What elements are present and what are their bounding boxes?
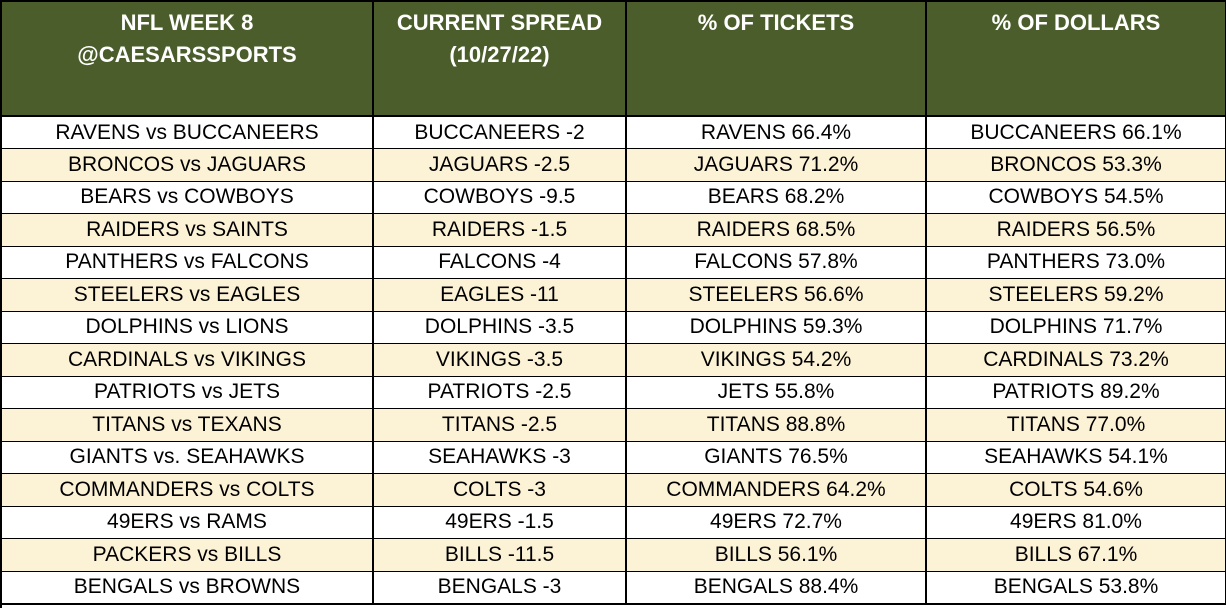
matchup-cell: CARDINALS vs VIKINGS [2, 343, 374, 377]
tickets-cell: RAIDERS 68.5% [626, 213, 927, 247]
dollars-cell: CARDINALS 73.2% [926, 343, 1226, 377]
table-row: PANTHERS vs FALCONS FALCONS -4 FALCONS 57.… [2, 246, 1226, 279]
dollars-cell: PATRIOTS 89.2% [926, 376, 1226, 409]
table-row: COMMANDERS vs COLTS COLTS -3 COMMANDERS 64… [2, 473, 1226, 507]
tickets-cell: BILLS 56.1% [626, 538, 927, 572]
spread-cell: BUCCANEERS -2 [373, 116, 627, 149]
matchup-cell: 49ERS vs RAMS [2, 506, 374, 539]
matchup-cell: PATRIOTS vs JETS [2, 376, 374, 409]
spread-cell: COWBOYS -9.5 [373, 181, 627, 214]
matchup-cell: STEELERS vs EAGLES [2, 278, 374, 312]
table-row: DOLPHINS vs LIONS DOLPHINS -3.5 DOLPHINS 5… [2, 311, 1226, 344]
dollars-cell: COWBOYS 54.5% [926, 181, 1226, 214]
spread-cell: BILLS -11.5 [373, 538, 627, 572]
tickets-cell: RAVENS 66.4% [626, 116, 927, 149]
tickets-cell: VIKINGS 54.2% [626, 343, 927, 377]
spread-cell: TITANS -2.5 [373, 408, 627, 442]
matchup-cell: BENGALS vs BROWNS [2, 571, 374, 605]
dollars-cell: TITANS 77.0% [926, 408, 1226, 442]
tickets-cell: COMMANDERS 64.2% [626, 473, 927, 507]
table-row: PACKERS vs BILLS BILLS -11.5 BILLS 56.1% BI… [2, 538, 1226, 572]
matchup-cell: PANTHERS vs FALCONS [2, 246, 374, 279]
dollars-cell: COLTS 54.6% [926, 473, 1226, 507]
table-row: BENGALS vs BROWNS BENGALS -3 BENGALS 88.4%… [2, 571, 1226, 605]
matchup-cell: TITANS vs TEXANS [2, 408, 374, 442]
tickets-cell: DOLPHINS 59.3% [626, 311, 927, 344]
header-dollars: % OF DOLLARS [926, 2, 1226, 117]
spread-cell: FALCONS -4 [373, 246, 627, 279]
header-matchup: NFL WEEK 8 @CAESARSSPORTS [2, 2, 374, 117]
matchup-cell: RAVENS vs BUCCANEERS [2, 116, 374, 149]
matchup-cell: COMMANDERS vs COLTS [2, 473, 374, 507]
spread-cell: BENGALS -3 [373, 571, 627, 605]
spread-cell: EAGLES -11 [373, 278, 627, 312]
header-spread-line-1: CURRENT SPREAD [396, 10, 603, 35]
spread-cell: 49ERS -1.5 [373, 506, 627, 539]
table-row: CARDINALS vs VIKINGS VIKINGS -3.5 VIKINGS … [2, 343, 1226, 377]
header-tickets: % OF TICKETS [626, 2, 927, 117]
table-row: PATRIOTS vs JETS PATRIOTS -2.5 JETS 55.8% P… [2, 376, 1226, 409]
header-dollars-line-1: % OF DOLLARS [991, 10, 1161, 35]
matchup-cell: BEARS vs COWBOYS [2, 181, 374, 214]
matchup-cell: DOLPHINS vs LIONS [2, 311, 374, 344]
dollars-cell: BRONCOS 53.3% [926, 148, 1226, 182]
table-row: 49ERS vs RAMS 49ERS -1.5 49ERS 72.7% 49ERS … [2, 506, 1226, 539]
dollars-cell: SEAHAWKS 54.1% [926, 441, 1226, 474]
table-body: RAVENS vs BUCCANEERS BUCCANEERS -2 RAVENS … [2, 116, 1226, 605]
header-spread-line-2: (10/27/22) [449, 42, 550, 67]
table-row: BEARS vs COWBOYS COWBOYS -9.5 BEARS 68.2% C… [2, 181, 1226, 214]
header-row: NFL WEEK 8 @CAESARSSPORTS CURRENT SPREAD… [2, 2, 1226, 117]
tickets-cell: GIANTS 76.5% [626, 441, 927, 474]
spread-cell: DOLPHINS -3.5 [373, 311, 627, 344]
dollars-cell: 49ERS 81.0% [926, 506, 1226, 539]
matchup-cell: RAIDERS vs SAINTS [2, 213, 374, 247]
dollars-cell: BENGALS 53.8% [926, 571, 1226, 605]
header-spread: CURRENT SPREAD (10/27/22) [373, 2, 627, 117]
header-tickets-line-1: % OF TICKETS [697, 10, 855, 35]
tickets-cell: STEELERS 56.6% [626, 278, 927, 312]
spread-cell: RAIDERS -1.5 [373, 213, 627, 247]
table-row: RAVENS vs BUCCANEERS BUCCANEERS -2 RAVENS … [2, 116, 1226, 149]
table-row: STEELERS vs EAGLES EAGLES -11 STEELERS 56.… [2, 278, 1226, 312]
matchup-cell: PACKERS vs BILLS [2, 538, 374, 572]
matchup-cell: BRONCOS vs JAGUARS [2, 148, 374, 182]
header-matchup-line-2: @CAESARSSPORTS [77, 42, 297, 67]
tickets-cell: JETS 55.8% [626, 376, 927, 409]
tickets-cell: BEARS 68.2% [626, 181, 927, 214]
spread-cell: VIKINGS -3.5 [373, 343, 627, 377]
table-row: TITANS vs TEXANS TITANS -2.5 TITANS 88.8% T… [2, 408, 1226, 442]
dollars-cell: PANTHERS 73.0% [926, 246, 1226, 279]
dollars-cell: BUCCANEERS 66.1% [926, 116, 1226, 149]
header-matchup-line-1: NFL WEEK 8 [120, 10, 254, 35]
tickets-cell: BENGALS 88.4% [626, 571, 927, 605]
spread-cell: COLTS -3 [373, 473, 627, 507]
tickets-cell: TITANS 88.8% [626, 408, 927, 442]
matchup-cell: GIANTS vs. SEAHAWKS [2, 441, 374, 474]
table-row: BRONCOS vs JAGUARS JAGUARS -2.5 JAGUARS 71… [2, 148, 1226, 182]
table-row: RAIDERS vs SAINTS RAIDERS -1.5 RAIDERS 68.… [2, 213, 1226, 247]
dollars-cell: BILLS 67.1% [926, 538, 1226, 572]
dollars-cell: DOLPHINS 71.7% [926, 311, 1226, 344]
spread-cell: JAGUARS -2.5 [373, 148, 627, 182]
dollars-cell: STEELERS 59.2% [926, 278, 1226, 312]
tickets-cell: JAGUARS 71.2% [626, 148, 927, 182]
spread-cell: SEAHAWKS -3 [373, 441, 627, 474]
tickets-cell: FALCONS 57.8% [626, 246, 927, 279]
dollars-cell: RAIDERS 56.5% [926, 213, 1226, 247]
spread-cell: PATRIOTS -2.5 [373, 376, 627, 409]
table-row: GIANTS vs. SEAHAWKS SEAHAWKS -3 GIANTS 76.… [2, 441, 1226, 474]
tickets-cell: 49ERS 72.7% [626, 506, 927, 539]
